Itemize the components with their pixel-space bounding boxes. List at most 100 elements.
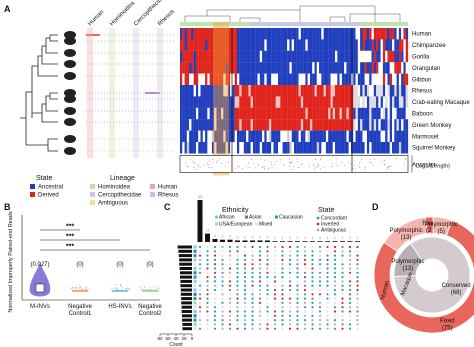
- heatmap-cell: [287, 130, 290, 143]
- heatmap-cell: [394, 96, 397, 108]
- matrix-dot: [303, 293, 307, 296]
- matrix-dot: [206, 306, 209, 309]
- matrix-dot: [356, 319, 359, 322]
- heatmap-cell: [180, 130, 183, 143]
- heatmap-cell: [362, 96, 365, 108]
- donut-segment: [373, 220, 474, 334]
- heatmap-cell: [291, 119, 295, 131]
- heatmap-cell: [180, 62, 183, 74]
- heatmap-cell: [303, 107, 306, 120]
- matrix-dot: [198, 310, 202, 313]
- point: [120, 285, 122, 287]
- axis-label: Count: [169, 342, 183, 347]
- heatmap-cell: [385, 96, 388, 108]
- matrix-dot: [206, 319, 209, 322]
- point: [76, 287, 78, 288]
- bar: [272, 241, 278, 242]
- heatmap-cell: [239, 130, 242, 143]
- matrix-dot: [273, 293, 277, 296]
- point: [140, 287, 141, 289]
- heatmap-cell: [207, 28, 210, 40]
- matrix-dot: [318, 245, 322, 249]
- matrix-dot: [288, 267, 292, 270]
- heatmap-cell: [307, 39, 311, 51]
- heatmap-cell: [275, 39, 279, 51]
- heatmap-cell: [189, 50, 192, 63]
- matrix-dot: [221, 297, 224, 300]
- ancestor-dot: [300, 163, 302, 165]
- heatmap-cell: [369, 73, 372, 86]
- heatmap-cell: [392, 28, 395, 40]
- matrix-dot: [258, 284, 262, 287]
- heatmap-cell: [252, 28, 256, 40]
- heatmap-cell: [403, 142, 406, 154]
- heatmap-cell: [330, 142, 333, 154]
- point: [150, 289, 152, 290]
- matrix-dot: [221, 267, 224, 270]
- heatmap-cell: [186, 28, 190, 40]
- heatmap-cell: [282, 107, 285, 120]
- ancestor-dot: [347, 161, 349, 163]
- ancestor-dot: [219, 158, 221, 160]
- heatmap-cell: [339, 62, 342, 74]
- heatmap-cell: [362, 50, 365, 63]
- matrix-dot: [318, 263, 322, 266]
- heatmap-cell: [223, 96, 226, 108]
- heatmap-cell: [255, 28, 258, 40]
- heatmap-cell: [252, 62, 256, 74]
- heatmap-cell: [291, 85, 295, 97]
- bar: [310, 241, 315, 242]
- heatmap-cell: [289, 62, 292, 74]
- heatmap-cell: [357, 28, 361, 40]
- matrix-dot: [311, 288, 314, 292]
- matrix-dot: [243, 306, 247, 309]
- heatmap-cell: [312, 62, 315, 74]
- bar-value: 1: [319, 235, 322, 240]
- matrix-dot: [281, 319, 284, 322]
- heatmap-cell: [180, 119, 183, 131]
- heatmap-cell: [403, 50, 406, 63]
- ancestor-dot: [289, 162, 291, 164]
- matrix-dot: [326, 293, 329, 296]
- heatmap-cell: [271, 142, 274, 154]
- heatmap-cell: [250, 50, 254, 63]
- heatmap-cell: [180, 142, 183, 154]
- heatmap-cell: [355, 39, 358, 51]
- matrix-dot: [273, 258, 277, 261]
- heatmap-cell: [357, 130, 361, 143]
- heatmap-cell: [332, 39, 336, 51]
- point: [79, 287, 81, 289]
- heatmap-cell: [316, 28, 320, 40]
- heatmap-cell: [287, 96, 290, 108]
- bar: [287, 241, 293, 242]
- heatmap-cell: [321, 50, 324, 63]
- heatmap-cell: [259, 28, 263, 40]
- heatmap-cell: [344, 73, 347, 86]
- heatmap-cell: [366, 96, 370, 108]
- ancestor-dot: [336, 164, 338, 166]
- heatmap-cell: [403, 96, 406, 108]
- lineage-column: [109, 28, 115, 158]
- heatmap-cell: [239, 85, 242, 97]
- matrix-dot: [273, 267, 277, 270]
- ancestor-dot: [262, 167, 264, 169]
- heatmap-cell: [294, 107, 297, 120]
- heatmap-cell: [335, 28, 338, 40]
- heatmap-cell: [227, 28, 231, 40]
- heatmap-cell: [369, 119, 372, 131]
- heatmap-cell: [319, 96, 322, 108]
- heatmap-cell: [330, 130, 333, 143]
- matrix-dot: [206, 293, 209, 296]
- heatmap-cell: [307, 62, 311, 74]
- heatmap-cell: [339, 50, 342, 63]
- heatmap-cell: [385, 50, 388, 63]
- heatmap-cell: [268, 130, 272, 143]
- heatmap-cell: [376, 39, 379, 51]
- heatmap-cell: [262, 130, 265, 143]
- matrix-dot: [221, 254, 224, 257]
- heatmap-cell: [209, 39, 213, 51]
- matrix-dot: [221, 284, 224, 287]
- matrix-dot: [258, 267, 262, 270]
- bar-value: 1: [334, 235, 337, 240]
- point: [80, 286, 81, 288]
